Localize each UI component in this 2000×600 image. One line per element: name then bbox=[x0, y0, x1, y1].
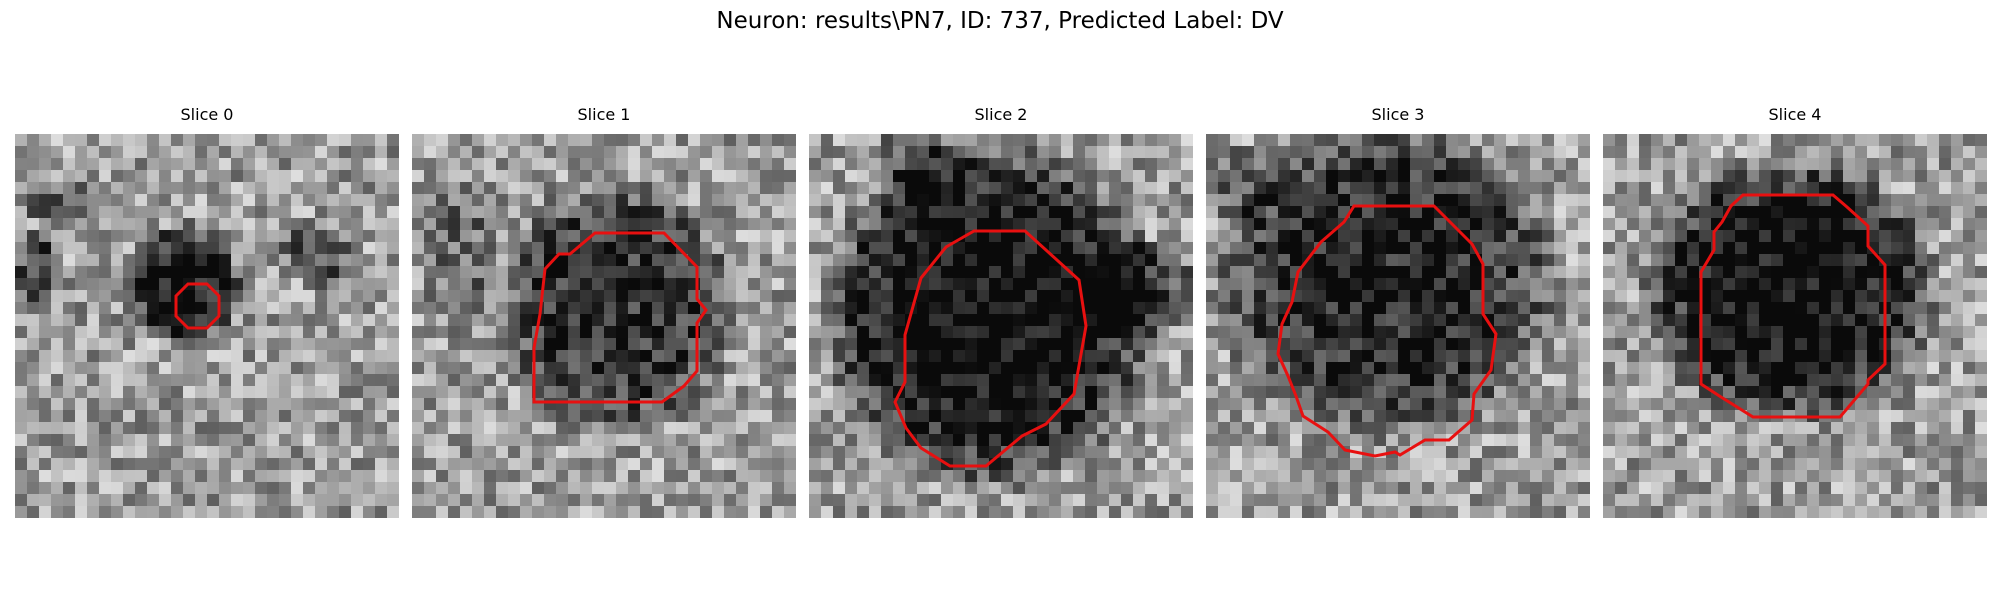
slice-panel-1: Slice 1 bbox=[412, 105, 796, 528]
slice-title: Slice 1 bbox=[577, 105, 631, 124]
segmentation-contour bbox=[174, 282, 221, 330]
grayscale-pixels bbox=[1603, 134, 1987, 518]
slice-svg bbox=[809, 134, 1193, 518]
slice-title: Slice 4 bbox=[1768, 105, 1822, 124]
slice-title: Slice 2 bbox=[974, 105, 1028, 124]
segmentation-contour bbox=[1699, 193, 1887, 419]
slice-image bbox=[809, 134, 1193, 518]
slice-panel-0: Slice 0 bbox=[15, 105, 399, 528]
grayscale-pixels bbox=[15, 134, 399, 518]
slice-panel-4: Slice 4 bbox=[1603, 105, 1987, 528]
grayscale-pixels bbox=[1206, 134, 1590, 518]
slice-svg bbox=[15, 134, 399, 518]
slice-panel-3: Slice 3 bbox=[1206, 105, 1590, 528]
segmentation-contour bbox=[532, 231, 708, 404]
slice-title: Slice 3 bbox=[1371, 105, 1425, 124]
slice-image bbox=[15, 134, 399, 518]
grayscale-pixels bbox=[412, 134, 796, 518]
slice-title: Slice 0 bbox=[180, 105, 234, 124]
slice-image bbox=[412, 134, 796, 518]
slice-image bbox=[1603, 134, 1987, 518]
segmentation-contour bbox=[893, 229, 1088, 468]
slice-panel-2: Slice 2 bbox=[809, 105, 1193, 528]
figure-title: Neuron: results\PN7, ID: 737, Predicted … bbox=[716, 8, 1284, 34]
slice-svg bbox=[412, 134, 796, 518]
slice-image bbox=[1206, 134, 1590, 518]
slice-svg bbox=[1603, 134, 1987, 518]
segmentation-contour bbox=[1276, 204, 1498, 458]
grayscale-pixels bbox=[809, 134, 1193, 518]
slice-svg bbox=[1206, 134, 1590, 518]
